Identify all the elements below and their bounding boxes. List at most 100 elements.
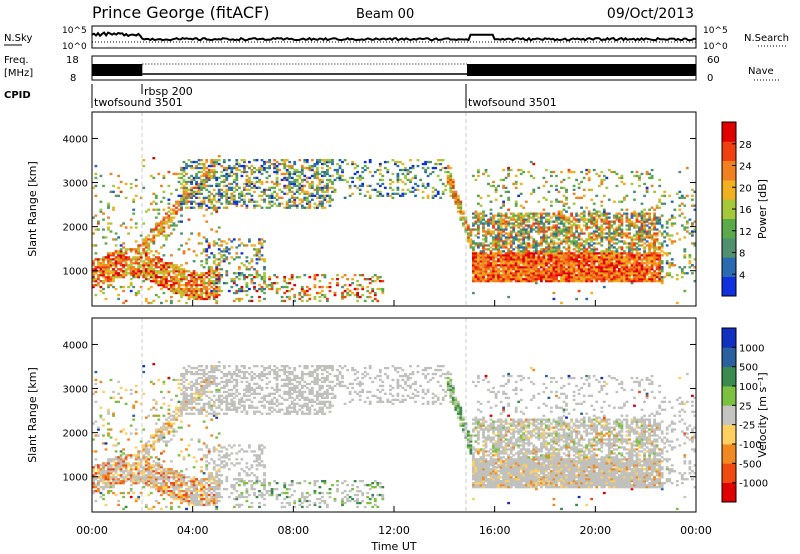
power-cell (142, 270, 146, 273)
power-cell (547, 190, 551, 193)
power-cell (648, 244, 651, 247)
power-cell (665, 244, 669, 247)
power-cell (540, 266, 543, 269)
power-cell (326, 182, 329, 186)
power-cell (331, 182, 334, 186)
power-cell (225, 248, 229, 251)
power-cell (401, 194, 405, 197)
power-cell (613, 268, 616, 271)
power-cell (555, 254, 558, 257)
power-cell (633, 254, 636, 257)
power-cell (643, 262, 646, 265)
power-cell (139, 234, 143, 237)
power-cell (396, 160, 400, 164)
power-cell (207, 178, 211, 182)
power-cell (492, 272, 495, 275)
power-cell (152, 254, 156, 257)
velocity-cell (107, 470, 110, 473)
power-cell (618, 226, 621, 229)
power-cell (129, 260, 133, 263)
power-cell (615, 264, 619, 267)
power-cell (597, 214, 601, 217)
power-cell (570, 256, 573, 259)
power-cell (570, 276, 573, 279)
power-cell (479, 264, 483, 267)
power-cell (147, 252, 151, 255)
power-cell (391, 196, 395, 199)
power-cell (600, 214, 604, 217)
power-cell (607, 238, 611, 241)
power-cell (144, 299, 148, 303)
power-cell (597, 274, 601, 277)
power-cell (368, 282, 372, 285)
power-cell (565, 242, 568, 245)
power-cell (620, 268, 624, 271)
power-cell (124, 248, 128, 251)
power-cell (537, 264, 541, 267)
power-cell (426, 196, 430, 199)
power-cell (610, 274, 614, 277)
power-cell (313, 202, 317, 205)
power-cell (660, 202, 664, 205)
power-cell (300, 206, 304, 209)
power-colorbar-swatch (722, 141, 736, 161)
power-cell (507, 266, 510, 269)
power-cell (482, 244, 485, 247)
power-cell (610, 272, 614, 275)
power-cell (540, 228, 543, 231)
power-cell (162, 230, 166, 233)
power-cell (691, 224, 694, 227)
power-cell (162, 174, 166, 178)
power-cell (560, 216, 563, 219)
power-cell (200, 166, 203, 170)
power-cell (288, 172, 292, 176)
power-cell (210, 293, 214, 297)
power-cell (210, 276, 214, 279)
power-cell (484, 268, 488, 271)
power-cell (376, 287, 380, 291)
power-cell (512, 216, 516, 219)
power-cell (527, 242, 531, 245)
power-cell (575, 278, 578, 281)
power-cell (638, 248, 641, 251)
power-cell (638, 228, 641, 231)
power-cell (260, 194, 264, 197)
velocity-cell (94, 499, 98, 503)
power-cell (451, 180, 455, 184)
power-cell (550, 234, 553, 237)
power-cell (195, 254, 198, 257)
power-cell (202, 174, 206, 178)
power-cell (655, 228, 659, 231)
power-cell (185, 188, 188, 191)
power-cell (680, 194, 684, 197)
power-cell (550, 254, 553, 257)
power-cell (157, 234, 161, 237)
power-cell (650, 276, 654, 279)
power-cell (562, 266, 566, 269)
velocity-cell (104, 448, 108, 451)
power-cell (175, 282, 178, 285)
power-cell (489, 254, 493, 257)
power-cell (509, 218, 513, 221)
power-cell (263, 280, 266, 283)
power-cell (477, 228, 480, 231)
power-cell (102, 276, 105, 279)
power-cell (517, 240, 521, 243)
power-cell (197, 159, 201, 162)
velocity-cell (102, 462, 105, 465)
power-cell (514, 266, 518, 269)
power-cell (172, 224, 176, 227)
power-cell (180, 182, 183, 186)
power-cell (618, 240, 621, 243)
power-cell (160, 284, 163, 287)
power-cell (200, 293, 203, 297)
power-cell (177, 287, 181, 291)
power-cell (532, 262, 536, 265)
power-cell (318, 182, 322, 186)
velocity-cell (114, 468, 118, 471)
power-cell (172, 280, 176, 283)
power-cell (658, 206, 662, 209)
power-cell (645, 254, 649, 257)
power-cell (172, 284, 176, 287)
power-cell (648, 172, 651, 176)
